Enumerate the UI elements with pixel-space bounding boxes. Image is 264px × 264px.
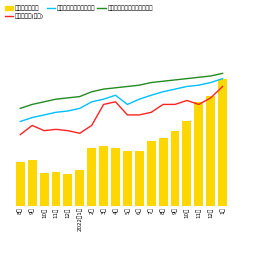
- Legend: 販売中の物件数, 成約㎡単価(万円), 新規売出し物件の㎡単価, 販売中物件の㎡単価（万円）: 販売中の物件数, 成約㎡単価(万円), 新規売出し物件の㎡単価, 販売中物件の㎡…: [3, 3, 155, 21]
- Bar: [87, 148, 96, 206]
- Bar: [40, 173, 49, 206]
- Bar: [171, 131, 180, 206]
- Bar: [99, 147, 108, 206]
- Bar: [63, 173, 72, 206]
- Bar: [111, 148, 120, 206]
- Bar: [206, 96, 215, 206]
- Bar: [16, 162, 25, 206]
- Bar: [147, 141, 156, 206]
- Bar: [159, 138, 168, 206]
- Bar: [182, 121, 191, 206]
- Bar: [135, 151, 144, 206]
- Bar: [75, 170, 84, 206]
- Bar: [194, 102, 203, 206]
- Bar: [28, 160, 37, 206]
- Bar: [51, 172, 60, 206]
- Bar: [218, 79, 227, 206]
- Bar: [123, 151, 132, 206]
